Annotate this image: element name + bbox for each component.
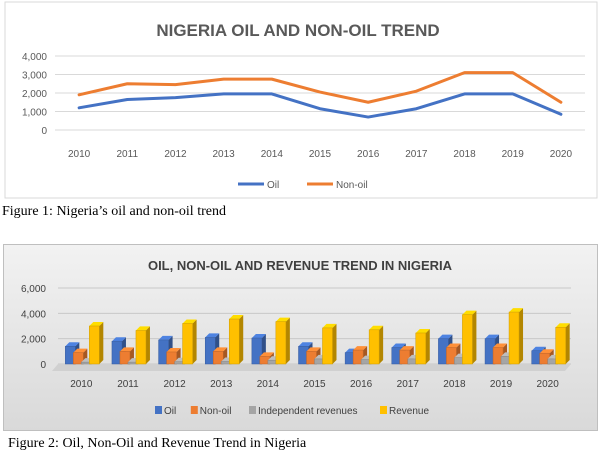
- x-tick-label: 2015: [309, 149, 332, 160]
- y-tick-label: 2,000: [22, 89, 47, 100]
- bar-revenue: [89, 322, 104, 365]
- line-chart-figure: NIGERIA OIL AND NON-OIL TREND 4,000 3,000…: [0, 0, 605, 200]
- x-tick-label: 2013: [213, 149, 236, 160]
- x-tick-label: 2017: [397, 379, 420, 390]
- figure-2-caption: Figure 2: Oil, Non-Oil and Revenue Trend…: [8, 436, 307, 451]
- figure-1-caption: Figure 1: Nigeria’s oil and non-oil tren…: [2, 204, 226, 219]
- y-tick-label: 4,000: [22, 52, 47, 63]
- y-tick-label: 1,000: [22, 108, 47, 119]
- bar-revenue: [462, 310, 477, 365]
- x-tick-label: 2013: [210, 379, 233, 390]
- y-tick-label: 0: [40, 360, 46, 371]
- x-tick-label: 2010: [70, 379, 93, 390]
- x-tick-label: 2018: [443, 379, 466, 390]
- bar-revenue: [182, 319, 197, 365]
- bar-revenue: [508, 308, 524, 365]
- legend-label: Independent revenues: [258, 406, 358, 417]
- chart-title: OIL, NON-OIL AND REVENUE TREND IN NIGERI…: [148, 258, 453, 273]
- x-tick-label: 2017: [405, 149, 428, 160]
- x-tick-label: 2012: [164, 149, 187, 160]
- x-tick-label: 2016: [350, 379, 373, 390]
- bar-revenue: [275, 317, 290, 365]
- bar-revenue: [228, 315, 244, 365]
- x-tick-label: 2018: [453, 149, 476, 160]
- y-tick-label: 3,000: [22, 71, 47, 82]
- y-tick-label: 2,000: [21, 335, 46, 346]
- x-tick-label: 2019: [490, 379, 513, 390]
- x-tick-label: 2014: [261, 149, 284, 160]
- chart-title: NIGERIA OIL AND NON-OIL TREND: [156, 21, 439, 40]
- bar-chart-figure: OIL, NON-OIL AND REVENUE TREND IN NIGERI…: [3, 244, 598, 431]
- legend-swatch: [190, 406, 198, 414]
- chart-floor: [52, 364, 571, 371]
- legend-label: Oil: [164, 406, 176, 417]
- chart-border: [4, 1, 598, 199]
- x-tick-label: 2011: [117, 149, 139, 160]
- y-tick-label: 0: [41, 126, 47, 137]
- x-tick-label: 2019: [502, 149, 525, 160]
- x-tick-label: 2015: [303, 379, 326, 390]
- y-tick-label: 4,000: [21, 309, 46, 320]
- bar-revenue: [135, 326, 150, 365]
- x-tick-label: 2020: [537, 379, 560, 390]
- bar-revenue: [368, 325, 384, 365]
- legend-label: Oil: [267, 180, 279, 191]
- x-tick-label: 2020: [550, 149, 573, 160]
- bar-revenue: [322, 323, 337, 365]
- x-tick-label: 2014: [257, 379, 280, 390]
- x-tick-label: 2011: [117, 379, 139, 390]
- legend-swatch: [380, 406, 387, 414]
- series-line-non-oil: [77, 71, 563, 104]
- line-chart: NIGERIA OIL AND NON-OIL TREND 4,000 3,000…: [4, 1, 598, 199]
- bar-chart: OIL, NON-OIL AND REVENUE TREND IN NIGERI…: [3, 244, 598, 431]
- series-line-oil: [77, 92, 563, 119]
- legend-swatch: [249, 406, 256, 414]
- y-tick-label: 6,000: [21, 284, 46, 295]
- legend-label: Non-oil: [200, 406, 232, 417]
- legend-label: Non-oil: [336, 180, 368, 191]
- legend-swatch: [155, 406, 162, 414]
- x-tick-label: 2016: [357, 149, 380, 160]
- x-tick-label: 2010: [68, 149, 91, 160]
- legend-label: Revenue: [389, 406, 429, 417]
- bar-revenue: [415, 328, 430, 365]
- bar-revenue: [555, 323, 570, 365]
- x-tick-label: 2012: [163, 379, 186, 390]
